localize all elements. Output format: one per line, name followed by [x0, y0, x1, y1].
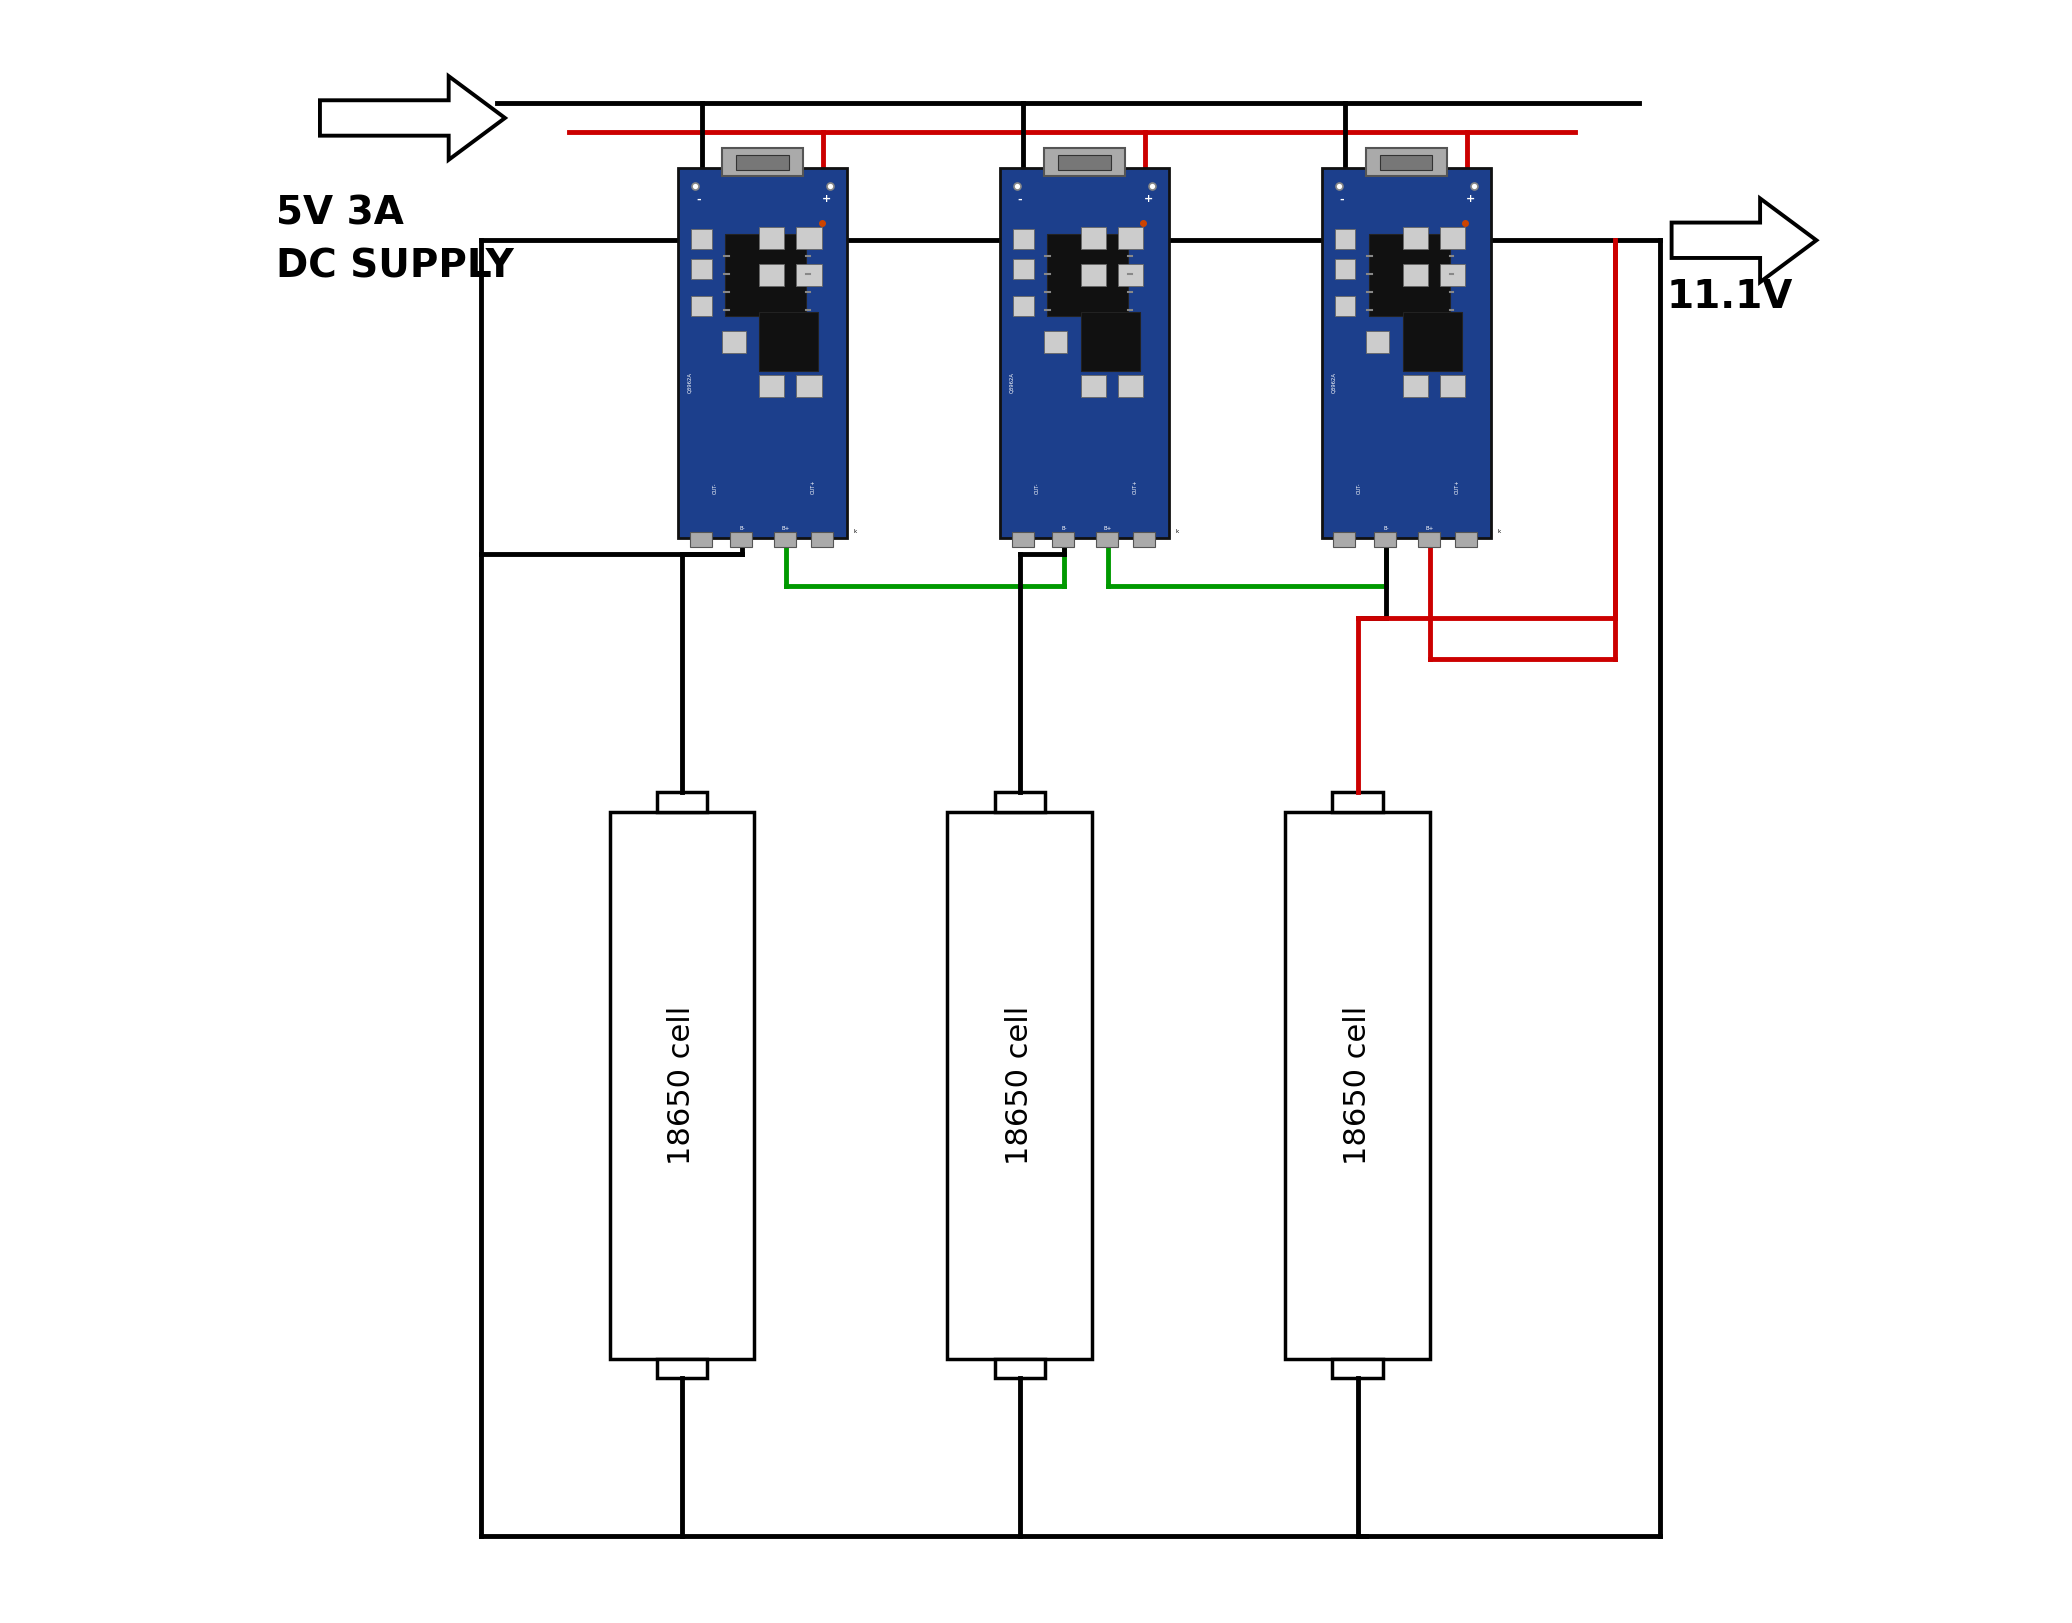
Bar	[1403, 312, 1463, 372]
Bar	[758, 227, 785, 250]
Bar	[1013, 258, 1034, 279]
Bar	[1403, 227, 1428, 250]
Text: B-: B-	[1382, 526, 1388, 531]
Text: B+: B+	[1426, 526, 1434, 531]
Text: OUT+: OUT+	[1455, 479, 1459, 493]
Text: +: +	[1144, 195, 1154, 204]
Text: OUT-: OUT-	[713, 482, 717, 493]
Bar	[692, 295, 713, 316]
Bar	[1013, 229, 1034, 250]
Bar	[758, 265, 785, 286]
Text: k: k	[854, 529, 858, 534]
Bar	[725, 234, 806, 316]
Bar	[1044, 148, 1125, 177]
Bar	[1011, 532, 1034, 547]
Bar	[1119, 375, 1144, 398]
Text: 18650 cell: 18650 cell	[1005, 1005, 1034, 1165]
Text: 18650 cell: 18650 cell	[1343, 1005, 1372, 1165]
Text: OUT+: OUT+	[1133, 479, 1138, 493]
Text: k: k	[1498, 529, 1500, 534]
Bar	[690, 532, 713, 547]
Bar	[995, 1358, 1044, 1378]
Bar	[1322, 167, 1490, 537]
Bar	[678, 167, 847, 537]
Bar	[609, 812, 754, 1358]
Bar	[812, 532, 833, 547]
Bar	[692, 258, 713, 279]
Bar	[1334, 229, 1355, 250]
Bar	[1417, 532, 1440, 547]
Bar	[947, 812, 1092, 1358]
Text: 18650 cell: 18650 cell	[667, 1005, 696, 1165]
Bar	[1046, 234, 1127, 316]
Bar	[1440, 375, 1465, 398]
Bar	[1365, 331, 1388, 352]
Bar	[1119, 227, 1144, 250]
Bar	[1334, 295, 1355, 316]
Bar	[736, 154, 789, 170]
Text: 5V 3A
DC SUPPLY: 5V 3A DC SUPPLY	[276, 195, 514, 286]
Bar	[775, 532, 796, 547]
Bar	[758, 312, 818, 372]
Bar	[1334, 258, 1355, 279]
Bar	[1082, 227, 1106, 250]
Bar	[1013, 295, 1034, 316]
Bar	[796, 227, 823, 250]
Bar	[758, 375, 785, 398]
Text: -: -	[696, 195, 700, 204]
Bar	[657, 1358, 707, 1378]
Bar	[1096, 532, 1119, 547]
Bar	[995, 792, 1044, 812]
Bar	[1001, 167, 1169, 537]
Bar	[1365, 148, 1446, 177]
Text: B-: B-	[740, 526, 746, 531]
Text: Q3962A: Q3962A	[1009, 372, 1013, 393]
Text: 11.1V: 11.1V	[1666, 278, 1792, 315]
Bar	[721, 331, 746, 352]
Text: -: -	[1017, 195, 1021, 204]
Bar	[1082, 312, 1140, 372]
Text: -: -	[1341, 195, 1345, 204]
Text: k: k	[1175, 529, 1179, 534]
Text: Q3962A: Q3962A	[688, 372, 692, 393]
Bar	[1133, 532, 1156, 547]
Polygon shape	[1672, 198, 1817, 282]
Text: OUT+: OUT+	[810, 479, 816, 493]
Bar	[1059, 154, 1111, 170]
Bar	[1044, 331, 1067, 352]
Bar	[692, 229, 713, 250]
Bar	[1370, 234, 1450, 316]
Bar	[1082, 265, 1106, 286]
Text: B+: B+	[1104, 526, 1113, 531]
Text: B+: B+	[781, 526, 789, 531]
Text: B-: B-	[1061, 526, 1067, 531]
Text: +: +	[823, 195, 831, 204]
Bar	[1440, 227, 1465, 250]
Bar	[657, 792, 707, 812]
Bar	[1285, 812, 1430, 1358]
Text: Q3962A: Q3962A	[1330, 372, 1336, 393]
Bar	[1455, 532, 1477, 547]
Bar	[796, 265, 823, 286]
Bar	[1332, 792, 1384, 812]
Text: OUT-: OUT-	[1357, 482, 1361, 493]
Bar	[1082, 375, 1106, 398]
Bar	[1403, 265, 1428, 286]
Text: +: +	[1465, 195, 1475, 204]
Bar	[1119, 265, 1144, 286]
Bar	[1440, 265, 1465, 286]
Bar	[1053, 532, 1073, 547]
Bar	[1334, 532, 1355, 547]
Text: OUT-: OUT-	[1034, 482, 1040, 493]
Bar	[1374, 532, 1397, 547]
Bar	[1403, 375, 1428, 398]
Bar	[729, 532, 752, 547]
Polygon shape	[319, 76, 506, 159]
Bar	[796, 375, 823, 398]
Bar	[1380, 154, 1432, 170]
Bar	[1332, 1358, 1384, 1378]
Bar	[721, 148, 804, 177]
